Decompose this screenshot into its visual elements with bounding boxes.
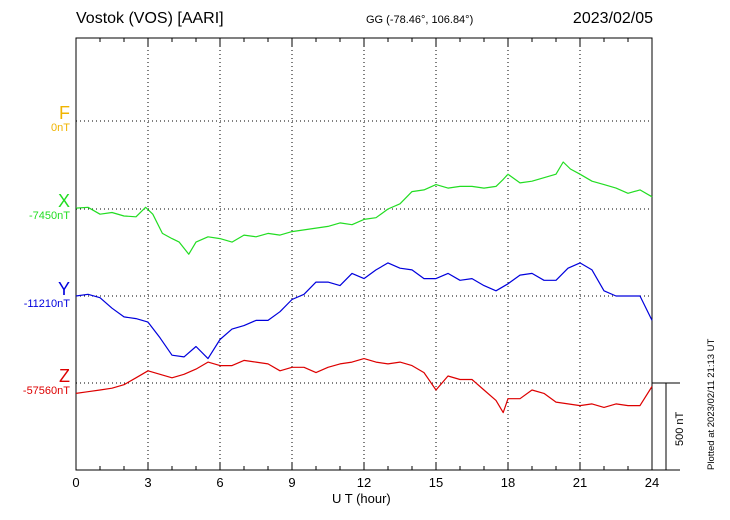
legend-x-name: X [57,191,70,211]
station-title: Vostok (VOS) [AARI] [76,10,224,27]
x-tick-label: 12 [357,475,371,490]
legend-x-baseline: -7450nT [29,210,70,222]
legend-y: Y -11210nT [10,280,70,311]
x-axis: 0 3 6 9 12 15 18 21 24 [72,38,659,490]
legend-f-name: F [59,103,70,123]
x-tick-label: 18 [501,475,515,490]
series-line-x [75,161,653,255]
legend-x: X -7450nT [10,192,70,223]
x-tick-label: 15 [429,475,443,490]
series-lines [75,161,653,414]
legend-z-name: Z [59,366,70,386]
legend-z-baseline: -57560nT [22,385,70,397]
x-tick-label: 3 [144,475,151,490]
grid-lines [76,38,652,470]
x-tick-label: 6 [216,475,223,490]
chart-date: 2023/02/05 [572,10,653,27]
x-axis-label: U T (hour) [332,491,391,506]
legend-y-baseline: -11210nT [23,298,70,310]
scale-bar-label: 500 nT [674,411,686,446]
x-tick-label: 21 [573,475,587,490]
geographic-coordinates: GG (-78.46°, 106.84°) [366,14,474,26]
series-line-y [75,262,653,360]
x-tick-label: 9 [288,475,295,490]
legend-y-name: Y [57,279,70,299]
scale-bar [652,382,680,471]
series-line-z [75,358,653,414]
legend-f: F 0nT [10,104,70,135]
plotted-timestamp: Plotted at 2023/02/11 21:13 UT [706,338,717,470]
legend-f-baseline: 0nT [51,122,70,134]
legend-z: Z -57560nT [10,367,70,398]
x-tick-label: 0 [72,475,79,490]
x-tick-label: 24 [645,475,659,490]
